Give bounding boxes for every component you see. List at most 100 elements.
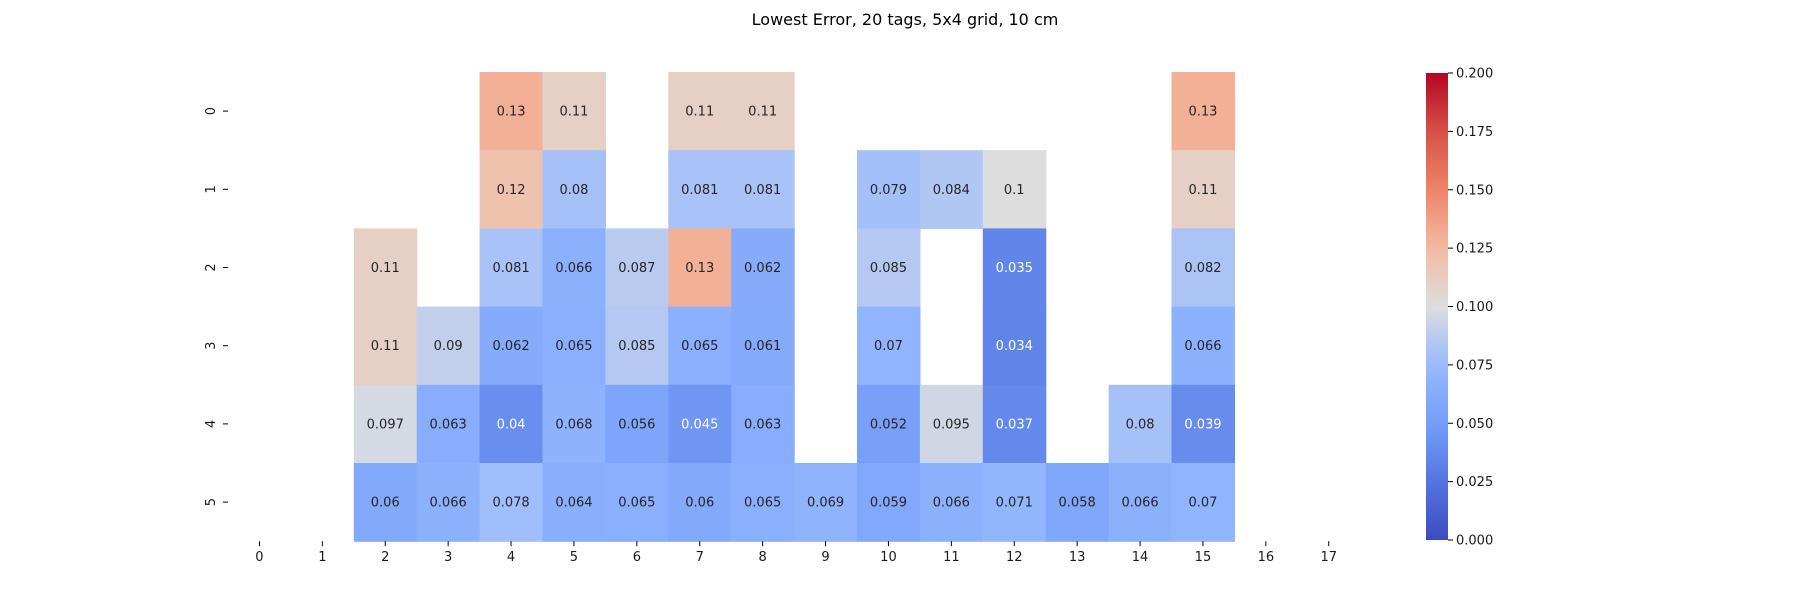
cell-labels: 0.13 0.11 0.11 0.11 0.13 0.12 0.08 0.081 0.081 0.… [367,105,1222,511]
x-tick-label: 1 [318,550,326,565]
heatmap-cell [1171,72,1235,151]
heatmap-cell [605,384,669,464]
cell-value-label: 0.11 [1188,183,1217,198]
heatmap-cell [857,384,921,464]
x-tick-label: 6 [633,550,641,565]
heatmap-cell [479,384,544,464]
cell-value-label: 0.11 [371,339,400,354]
cell-value-label: 0.071 [996,496,1033,511]
colorbar-tick-label: 0.175 [1456,125,1493,140]
x-tick-label: 9 [821,550,829,565]
cell-value-label: 0.065 [618,496,655,511]
heatmap-cell [1171,384,1235,464]
y-tick-label: 3 [204,342,219,350]
cell-value-label: 0.061 [744,339,781,354]
heatmap-cell [731,463,795,542]
cell-value-label: 0.045 [681,417,718,432]
heatmap-cell [731,228,795,308]
cell-value-label: 0.062 [744,261,781,276]
heatmap-cell [794,463,858,542]
heatmap-cell [982,463,1047,542]
colorbar-tick-label: 0.200 [1456,67,1493,82]
heatmap-cell [982,150,1047,229]
cell-value-label: 0.12 [497,183,526,198]
cell-value-label: 0.11 [685,105,714,120]
cell-value-label: 0.13 [1188,105,1217,120]
heatmap-cell [982,384,1047,464]
cell-value-label: 0.069 [807,496,844,511]
cell-value-label: 0.034 [996,339,1033,354]
x-tick-label: 0 [255,550,263,565]
colorbar-tick-label: 0.025 [1456,475,1493,490]
cell-value-label: 0.087 [618,261,655,276]
x-tick-label: 16 [1258,550,1275,565]
heatmap-cell [668,72,732,151]
heatmap-cell [479,228,544,308]
heatmap-cell [668,150,732,229]
heatmap-cell [416,384,481,464]
cell-value-label: 0.079 [870,183,907,198]
heatmap-cell [479,463,544,542]
cell-value-label: 0.06 [371,496,400,511]
cell-value-label: 0.063 [744,417,781,432]
cell-value-label: 0.066 [933,496,970,511]
cell-value-label: 0.037 [996,417,1033,432]
cell-value-label: 0.035 [996,261,1033,276]
heatmap-cell [542,384,606,464]
heatmap-cell [416,463,481,542]
cell-value-label: 0.081 [744,183,781,198]
cell-value-label: 0.065 [555,339,592,354]
cell-value-label: 0.052 [870,417,907,432]
heatmap-cell [1108,463,1173,542]
heatmap-cell [479,72,544,151]
heatmap-cell [353,384,418,464]
heatmap-cell [605,463,669,542]
colorbar-gradient [1426,73,1448,540]
colorbar: 0.000 0.025 0.050 0.075 0.100 0.125 0.150 0.175… [1426,67,1493,549]
cell-value-label: 0.039 [1184,417,1221,432]
heatmap-cell [919,384,984,464]
colorbar-tick-label: 0.100 [1456,300,1493,315]
x-tick-label: 4 [507,550,515,565]
cell-value-label: 0.062 [492,339,529,354]
x-tick-label: 15 [1195,550,1212,565]
y-tick-label: 1 [204,185,219,193]
heatmap-cell [982,306,1047,386]
heatmap-cell [919,463,984,542]
x-tick-label: 5 [570,550,578,565]
colorbar-tick-label: 0.075 [1456,358,1493,373]
cell-value-label: 0.1 [1004,183,1025,198]
y-tick-label: 5 [204,498,219,506]
cell-value-label: 0.066 [1184,339,1221,354]
heatmap-cell [353,228,418,308]
cell-value-label: 0.07 [874,339,903,354]
x-tick-label: 10 [880,550,897,565]
x-tick-label: 14 [1132,550,1149,565]
cell-value-label: 0.09 [434,339,463,354]
heatmap-cell [919,150,984,229]
cell-value-label: 0.066 [555,261,592,276]
x-tick-label: 13 [1069,550,1086,565]
cell-value-label: 0.085 [870,261,907,276]
colorbar-tick-label: 0.150 [1456,183,1493,198]
heatmap-cell [479,306,544,386]
cell-value-label: 0.078 [492,496,529,511]
cell-value-label: 0.13 [497,105,526,120]
cell-value-label: 0.084 [933,183,970,198]
cell-value-label: 0.085 [618,339,655,354]
cell-value-label: 0.11 [371,261,400,276]
cell-value-label: 0.063 [430,417,467,432]
cell-value-label: 0.11 [559,105,588,120]
heatmap-cell [542,72,606,151]
heatmap-cell [1108,384,1173,464]
x-tick-label: 8 [759,550,767,565]
heatmap-cell [857,463,921,542]
colorbar-tick-label: 0.125 [1456,242,1493,257]
cell-value-label: 0.06 [685,496,714,511]
heatmap-cell [605,306,669,386]
cell-value-label: 0.058 [1059,496,1096,511]
heatmap-cell [857,228,921,308]
heatmap-cell [353,306,418,386]
cell-value-label: 0.082 [1184,261,1221,276]
